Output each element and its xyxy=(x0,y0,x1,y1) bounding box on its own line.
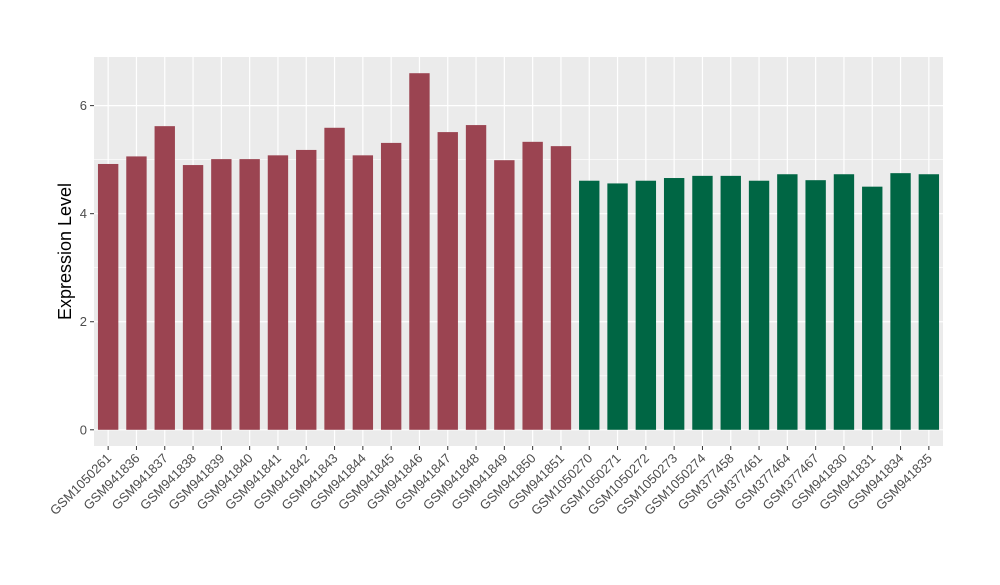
bar-GSM941848 xyxy=(465,125,487,430)
bar-GSM941846 xyxy=(409,73,430,430)
y-tick-label: 4 xyxy=(80,206,87,221)
bar-GSM1050270 xyxy=(579,180,600,430)
bar-GSM941844 xyxy=(352,155,374,430)
y-axis-label: Expression Level xyxy=(55,183,75,320)
bar-GSM941845 xyxy=(380,142,402,430)
bars xyxy=(97,73,940,430)
bar-GSM941840 xyxy=(239,159,260,430)
y-tick-label: 6 xyxy=(80,98,87,113)
bar-GSM1050271 xyxy=(607,183,628,430)
bar-GSM941836 xyxy=(126,156,147,430)
bar-GSM377458 xyxy=(720,175,741,430)
bar-GSM941838 xyxy=(182,165,204,430)
bar-GSM941847 xyxy=(437,132,458,430)
bar-GSM377464 xyxy=(777,174,798,430)
bar-GSM941831 xyxy=(862,186,883,430)
bar-GSM1050274 xyxy=(692,175,713,430)
x-axis: GSM1050261GSM941836GSM941837GSM941838GSM… xyxy=(47,446,935,518)
bar-GSM941850 xyxy=(522,141,543,430)
bar-GSM941842 xyxy=(296,149,317,430)
bar-GSM941843 xyxy=(324,127,345,430)
bar-GSM941834 xyxy=(890,173,911,430)
y-axis: 0 2 4 6 xyxy=(80,98,94,437)
bar-GSM941837 xyxy=(154,126,175,430)
y-tick-label: 2 xyxy=(80,314,87,329)
bar-GSM941841 xyxy=(267,155,289,430)
y-tick-label: 0 xyxy=(80,422,87,437)
bar-GSM1050272 xyxy=(635,180,657,430)
bar-GSM377461 xyxy=(748,180,770,430)
bar-GSM1050273 xyxy=(663,178,685,430)
bar-GSM377467 xyxy=(805,180,826,430)
bar-GSM941830 xyxy=(833,174,855,430)
bar-GSM1050261 xyxy=(97,163,119,430)
plot-panel xyxy=(94,57,943,446)
bar-GSM941851 xyxy=(550,146,572,430)
bar-GSM941835 xyxy=(918,174,940,430)
bar-GSM941839 xyxy=(211,159,232,430)
bar-GSM941849 xyxy=(494,160,515,430)
